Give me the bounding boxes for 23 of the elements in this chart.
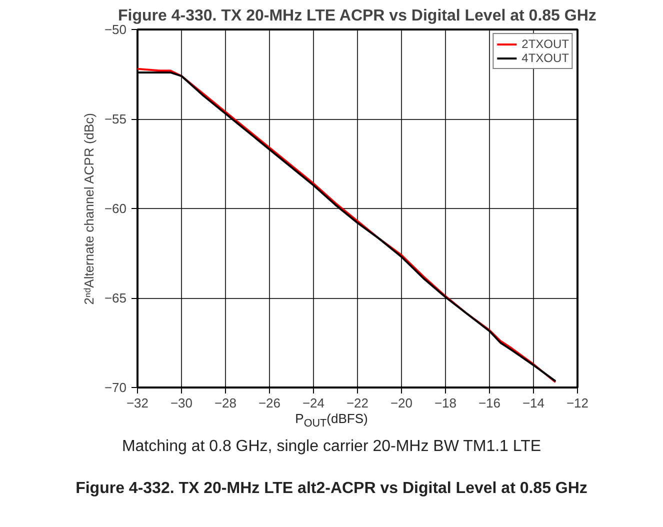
x-tick-label: −14: [522, 396, 545, 410]
x-tick-label: −18: [434, 396, 457, 410]
x-tick-label: −20: [390, 396, 413, 410]
legend-label: 2TXOUT: [522, 37, 569, 51]
legend-label: 4TXOUT: [522, 51, 569, 65]
x-tick-label: −24: [302, 396, 325, 410]
y-axis-title: 2ⁿᵈAlternate channel ACPR (dBc): [81, 112, 96, 305]
x-tick-label: −16: [478, 396, 501, 410]
chart-title: Figure 4-330. TX 20-MHz LTE ACPR vs Digital Level at 0.85 GHz: [118, 8, 596, 24]
y-tick-label: −70: [104, 380, 127, 395]
x-tick-label: −12: [566, 396, 589, 410]
text: Matching at 0.8 GHz, single carrier 20-MHz BW TM1.1 LTE: [122, 437, 542, 457]
x-tick-label: −26: [258, 396, 281, 410]
y-tick-label: −65: [104, 290, 127, 306]
x-tick-label: −28: [214, 396, 237, 410]
x-tick-label: −32: [126, 396, 149, 410]
x-tick-label: −30: [170, 396, 193, 410]
x-axis-title: P$_{OUT}$(dBFS): [295, 410, 368, 432]
x-tick-label: −22: [346, 396, 369, 410]
y-tick-label: −50: [104, 22, 127, 37]
y-tick-label: −55: [104, 112, 127, 126]
y-tick-label: −60: [104, 201, 127, 216]
caption: Figure 4-332. TX 20-MHz LTE alt2-ACPR vs Digital Level at 0.85 GHz: [76, 479, 588, 499]
